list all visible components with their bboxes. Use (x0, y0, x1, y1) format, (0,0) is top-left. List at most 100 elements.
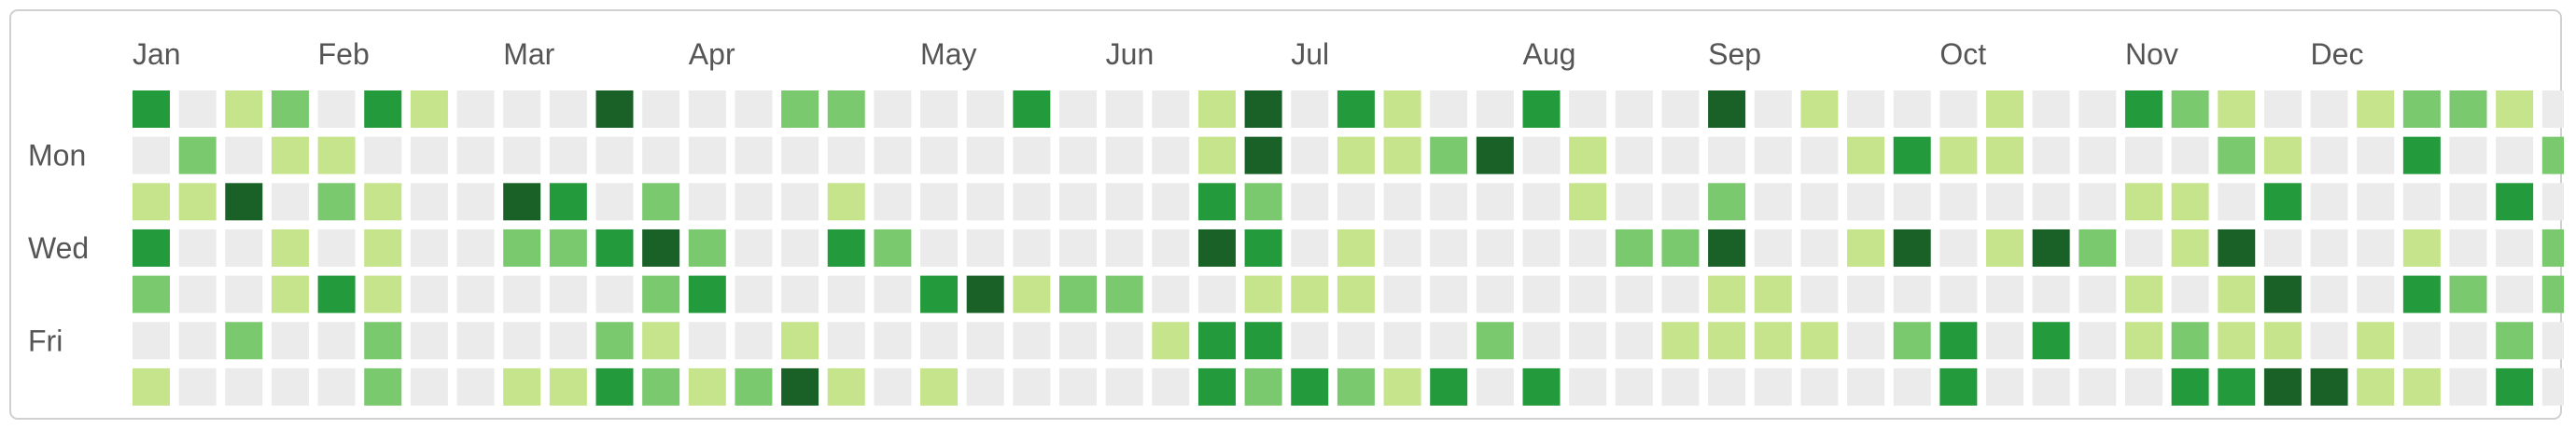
heatmap-cell[interactable] (827, 367, 865, 406)
heatmap-cell[interactable] (1754, 183, 1792, 221)
heatmap-cell[interactable] (1800, 228, 1839, 267)
heatmap-cell[interactable] (2079, 228, 2117, 267)
heatmap-cell[interactable] (1939, 367, 1978, 406)
heatmap-cell[interactable] (1291, 322, 1329, 360)
heatmap-cell[interactable] (1152, 90, 1190, 128)
heatmap-cell[interactable] (688, 275, 726, 313)
heatmap-cell[interactable] (1059, 136, 1097, 174)
heatmap-cell[interactable] (2263, 183, 2302, 221)
heatmap-cell[interactable] (1939, 90, 1978, 128)
heatmap-cell[interactable] (1754, 367, 1792, 406)
heatmap-cell[interactable] (642, 322, 680, 360)
heatmap-cell[interactable] (1059, 228, 1097, 267)
heatmap-cell[interactable] (688, 90, 726, 128)
heatmap-cell[interactable] (2357, 322, 2395, 360)
heatmap-cell[interactable] (549, 367, 587, 406)
heatmap-cell[interactable] (1939, 228, 1978, 267)
heatmap-cell[interactable] (410, 228, 448, 267)
heatmap-cell[interactable] (225, 228, 263, 267)
heatmap-cell[interactable] (595, 136, 634, 174)
heatmap-cell[interactable] (1197, 228, 1236, 267)
heatmap-cell[interactable] (688, 183, 726, 221)
heatmap-cell[interactable] (1291, 228, 1329, 267)
heatmap-cell[interactable] (549, 228, 587, 267)
heatmap-cell[interactable] (2496, 322, 2534, 360)
heatmap-cell[interactable] (1013, 183, 1051, 221)
heatmap-cell[interactable] (317, 367, 356, 406)
heatmap-cell[interactable] (1476, 90, 1514, 128)
heatmap-cell[interactable] (1615, 322, 1653, 360)
heatmap-cell[interactable] (2263, 322, 2302, 360)
heatmap-cell[interactable] (1105, 367, 1143, 406)
heatmap-cell[interactable] (133, 90, 170, 128)
heatmap-cell[interactable] (1569, 275, 1607, 313)
heatmap-cell[interactable] (2032, 367, 2070, 406)
heatmap-cell[interactable] (1522, 228, 1561, 267)
heatmap-cell[interactable] (364, 275, 402, 313)
heatmap-cell[interactable] (317, 275, 356, 313)
heatmap-cell[interactable] (1986, 228, 2023, 267)
heatmap-cell[interactable] (2402, 90, 2441, 128)
heatmap-cell[interactable] (827, 90, 865, 128)
heatmap-cell[interactable] (920, 275, 959, 313)
heatmap-cell[interactable] (735, 136, 773, 174)
heatmap-cell[interactable] (2263, 136, 2302, 174)
heatmap-cell[interactable] (1197, 322, 1236, 360)
heatmap-cell[interactable] (1383, 322, 1421, 360)
heatmap-cell[interactable] (2449, 322, 2487, 360)
heatmap-cell[interactable] (920, 322, 959, 360)
heatmap-cell[interactable] (271, 322, 309, 360)
heatmap-cell[interactable] (364, 136, 402, 174)
heatmap-cell[interactable] (2496, 275, 2534, 313)
heatmap-cell[interactable] (1013, 367, 1051, 406)
heatmap-cell[interactable] (1337, 90, 1375, 128)
heatmap-cell[interactable] (1708, 183, 1746, 221)
heatmap-cell[interactable] (1476, 367, 1514, 406)
heatmap-cell[interactable] (1522, 275, 1561, 313)
heatmap-cell[interactable] (1847, 322, 1885, 360)
heatmap-cell[interactable] (271, 90, 309, 128)
heatmap-cell[interactable] (2124, 183, 2163, 221)
heatmap-cell[interactable] (225, 367, 263, 406)
heatmap-cell[interactable] (642, 90, 680, 128)
heatmap-cell[interactable] (1013, 228, 1051, 267)
heatmap-cell[interactable] (178, 275, 217, 313)
heatmap-cell[interactable] (317, 90, 356, 128)
heatmap-cell[interactable] (2402, 228, 2441, 267)
heatmap-cell[interactable] (920, 228, 959, 267)
heatmap-cell[interactable] (642, 136, 680, 174)
heatmap-cell[interactable] (2310, 275, 2348, 313)
heatmap-cell[interactable] (178, 90, 217, 128)
heatmap-cell[interactable] (2402, 183, 2441, 221)
heatmap-cell[interactable] (1569, 322, 1607, 360)
heatmap-cell[interactable] (456, 367, 495, 406)
heatmap-cell[interactable] (1661, 367, 1700, 406)
heatmap-cell[interactable] (2310, 136, 2348, 174)
heatmap-cell[interactable] (2263, 275, 2302, 313)
heatmap-cell[interactable] (735, 183, 773, 221)
heatmap-cell[interactable] (1615, 275, 1653, 313)
heatmap-cell[interactable] (1661, 275, 1700, 313)
heatmap-cell[interactable] (2171, 90, 2209, 128)
heatmap-cell[interactable] (1522, 322, 1561, 360)
heatmap-cell[interactable] (2541, 136, 2564, 174)
heatmap-cell[interactable] (133, 275, 170, 313)
heatmap-cell[interactable] (1893, 322, 1931, 360)
heatmap-cell[interactable] (2218, 228, 2256, 267)
heatmap-cell[interactable] (2357, 275, 2395, 313)
heatmap-cell[interactable] (2541, 183, 2564, 221)
heatmap-cell[interactable] (2218, 367, 2256, 406)
heatmap-cell[interactable] (2171, 183, 2209, 221)
heatmap-cell[interactable] (1569, 90, 1607, 128)
heatmap-cell[interactable] (2124, 322, 2163, 360)
heatmap-cell[interactable] (2263, 90, 2302, 128)
heatmap-cell[interactable] (1013, 275, 1051, 313)
heatmap-cell[interactable] (1152, 136, 1190, 174)
heatmap-cell[interactable] (2079, 322, 2117, 360)
heatmap-cell[interactable] (1430, 183, 1468, 221)
heatmap-cell[interactable] (1244, 228, 1282, 267)
heatmap-cell[interactable] (1522, 183, 1561, 221)
heatmap-cell[interactable] (317, 183, 356, 221)
heatmap-cell[interactable] (456, 322, 495, 360)
heatmap-cell[interactable] (1615, 90, 1653, 128)
